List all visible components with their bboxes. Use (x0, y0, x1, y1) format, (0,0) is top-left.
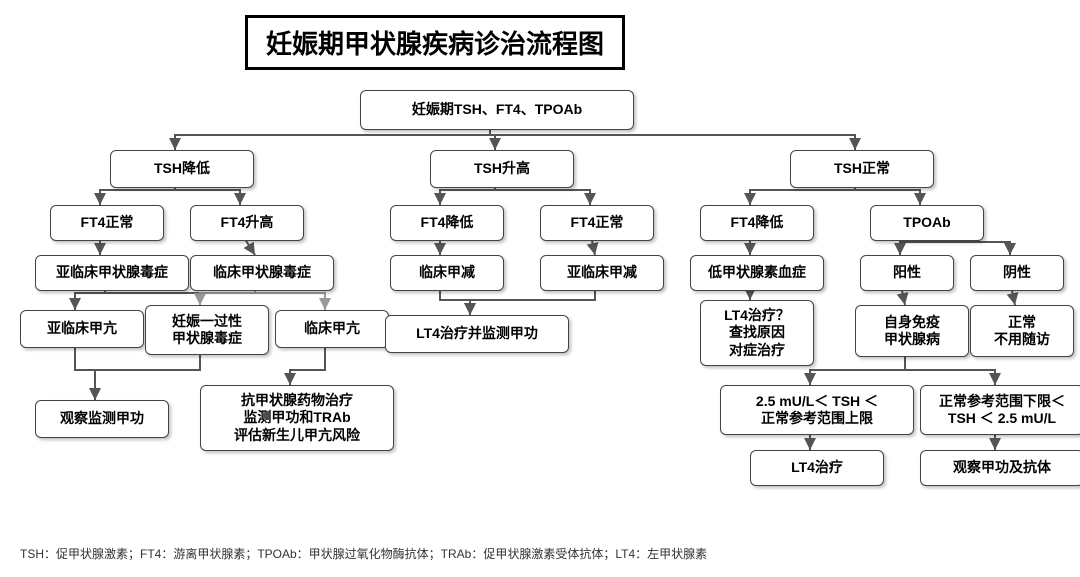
chart-title: 妊娠期甲状腺疾病诊治流程图 (245, 15, 625, 70)
flow-node-normNoFU: 正常 不用随访 (970, 305, 1074, 357)
flow-node-neg: 阴性 (970, 255, 1064, 291)
flow-node-tshHigh: TSH升高 (430, 150, 574, 188)
flow-node-clinHyper: 临床甲亢 (275, 310, 389, 348)
flow-node-lowT4: 低甲状腺素血症 (690, 255, 824, 291)
flow-node-root: 妊娠期TSH、FT4、TPOAb (360, 90, 634, 130)
flow-node-obs: 观察监测甲功 (35, 400, 169, 438)
flow-node-pos: 阳性 (860, 255, 954, 291)
flow-node-ati: 抗甲状腺药物治疗 监测甲功和TRAb 评估新生儿甲亢风险 (200, 385, 394, 451)
flow-node-clinTox: 临床甲状腺毒症 (190, 255, 334, 291)
footnote: TSH：促甲状腺激素；FT4：游离甲状腺素；TPOAb：甲状腺过氧化物酶抗体；T… (20, 545, 707, 562)
flow-node-tpoab: TPOAb (870, 205, 984, 241)
flow-node-tshLow: TSH降低 (110, 150, 254, 188)
flow-node-subHypo: 亚临床甲减 (540, 255, 664, 291)
flow-node-lt4q: LT4治疗？ 查找原因 对症治疗 (700, 300, 814, 366)
flow-node-lt4mon: LT4治疗并监测甲功 (385, 315, 569, 353)
flow-node-tshNorm: TSH正常 (790, 150, 934, 188)
flow-node-lt4tx: LT4治疗 (750, 450, 884, 486)
flow-node-transTox: 妊娠一过性 甲状腺毒症 (145, 305, 269, 355)
flow-node-subTox: 亚临床甲状腺毒症 (35, 255, 189, 291)
flow-node-obsAb: 观察甲功及抗体 (920, 450, 1080, 486)
chart-title-text: 妊娠期甲状腺疾病诊治流程图 (266, 29, 604, 59)
flow-node-ft4Low2: FT4降低 (700, 205, 814, 241)
flow-node-subHyper: 亚临床甲亢 (20, 310, 144, 348)
flow-node-range1: 2.5 mU/L＜ TSH ＜ 正常参考范围上限 (720, 385, 914, 435)
flow-node-ft4High: FT4升高 (190, 205, 304, 241)
flow-node-range2: 正常参考范围下限＜ TSH ＜ 2.5 mU/L (920, 385, 1080, 435)
flow-node-ft4Low: FT4降低 (390, 205, 504, 241)
footnote-text: TSH：促甲状腺激素；FT4：游离甲状腺素；TPOAb：甲状腺过氧化物酶抗体；T… (20, 547, 707, 561)
flow-node-clinHypo: 临床甲减 (390, 255, 504, 291)
flow-node-ft4Norm: FT4正常 (50, 205, 164, 241)
flow-node-auto: 自身免疫 甲状腺病 (855, 305, 969, 357)
flow-node-ft4Norm2: FT4正常 (540, 205, 654, 241)
